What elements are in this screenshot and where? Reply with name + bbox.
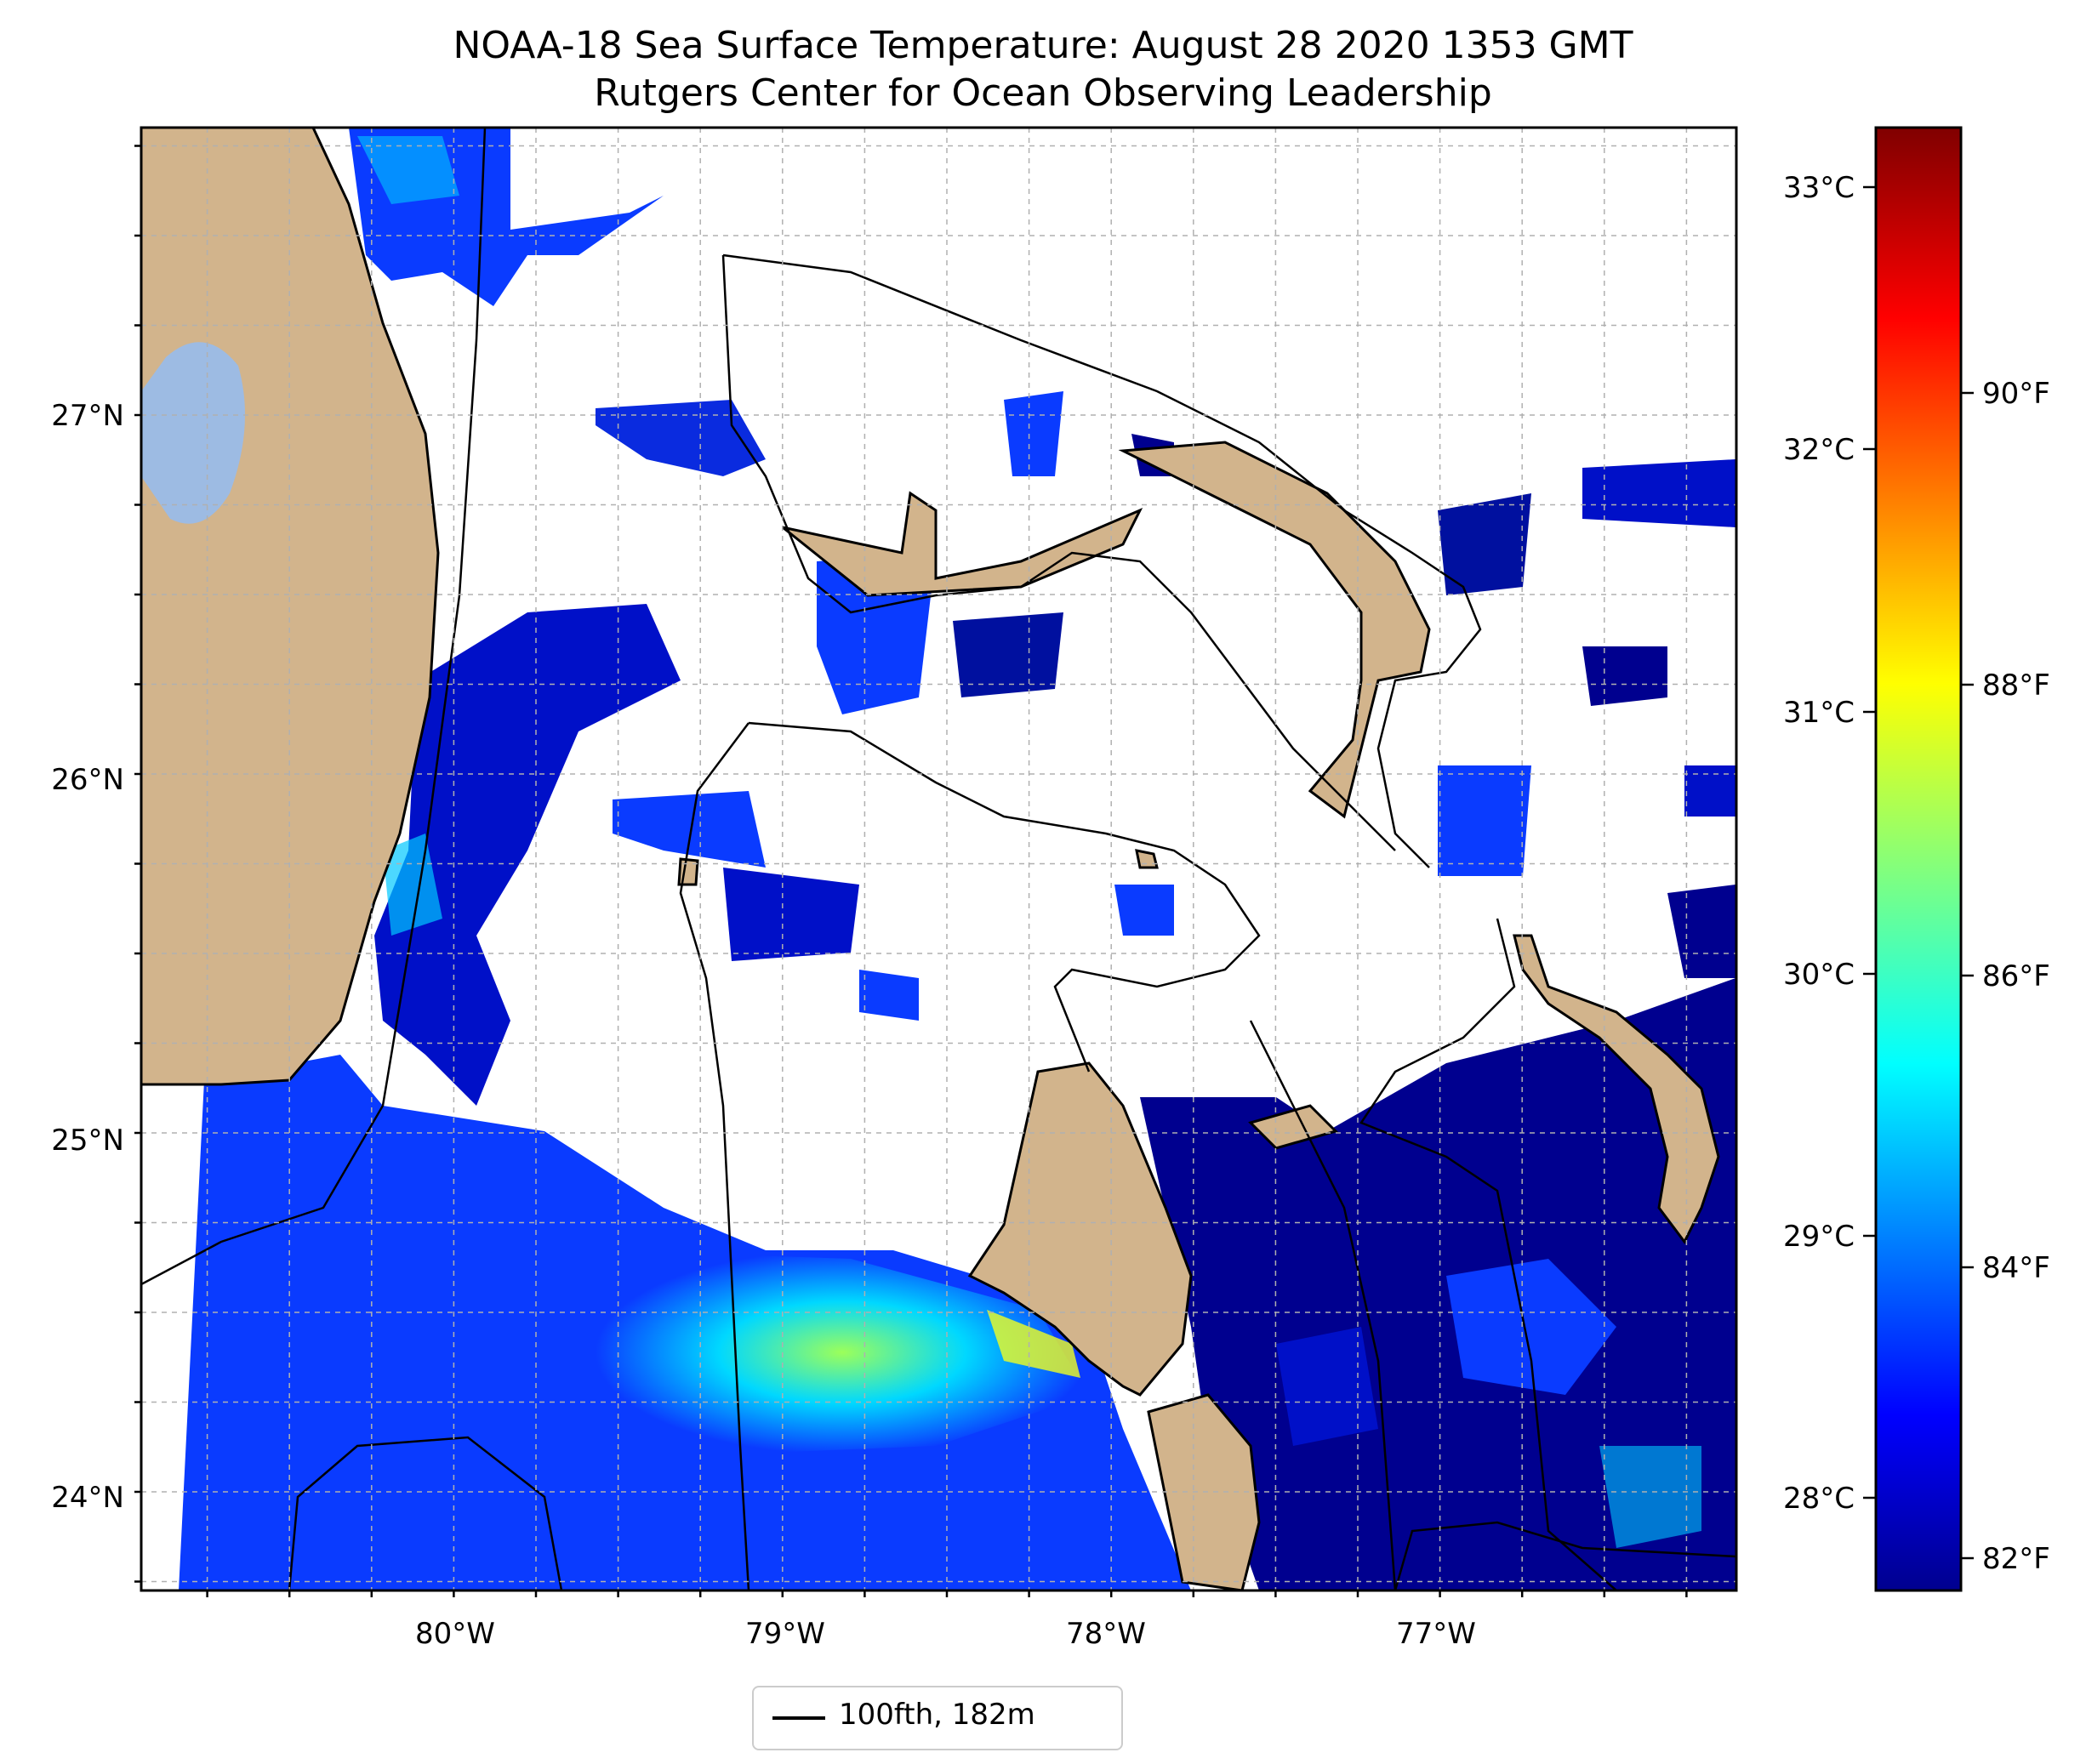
fahrenheit-label: 86°F [1982,959,2050,993]
lon-label: 77°W [1396,1617,1476,1651]
legend-label: 100fth, 182m [839,1698,1035,1732]
land [141,128,1720,1590]
sst-field [141,128,1736,1590]
lat-label: 25°N [51,1124,124,1158]
depth-contours [141,128,1736,1590]
plot-frame [140,126,1738,1592]
celsius-label: 33°C [1783,171,1855,205]
fahrenheit-label: 88°F [1982,669,2050,703]
lon-label: 78°W [1066,1617,1146,1651]
colorbar: 33°C 32°C 31°C 30°C 29°C 28°C 90°F 88°F … [1783,126,2050,1592]
legend-line-swatch [772,1716,825,1720]
map-title: NOAA-18 Sea Surface Temperature: August … [453,24,1633,67]
celsius-label: 29°C [1783,1220,1855,1254]
celsius-label: 30°C [1783,958,1855,992]
longitude-labels: 80°W 79°W 78°W 77°W [415,1617,1476,1651]
lat-label: 24°N [51,1481,124,1515]
axis-ticks [134,145,1688,1597]
lon-label: 80°W [415,1617,495,1651]
lat-label: 27°N [51,399,124,433]
graticule [141,128,1736,1590]
lat-label: 26°N [51,763,124,797]
fahrenheit-label: 82°F [1982,1542,2050,1576]
fahrenheit-label: 84°F [1982,1251,2050,1285]
latitude-labels: 27°N 26°N 25°N 24°N [51,399,124,1515]
lon-label: 79°W [745,1617,825,1651]
legend: 100fth, 182m [752,1686,1123,1750]
colorbar-gradient [1874,126,1963,1592]
celsius-label: 32°C [1783,433,1855,467]
map-subtitle: Rutgers Center for Ocean Observing Leade… [594,71,1492,115]
sst-patches [179,128,1735,1590]
celsius-label: 28°C [1783,1482,1855,1516]
fahrenheit-label: 90°F [1982,377,2050,411]
celsius-label: 31°C [1783,696,1855,730]
